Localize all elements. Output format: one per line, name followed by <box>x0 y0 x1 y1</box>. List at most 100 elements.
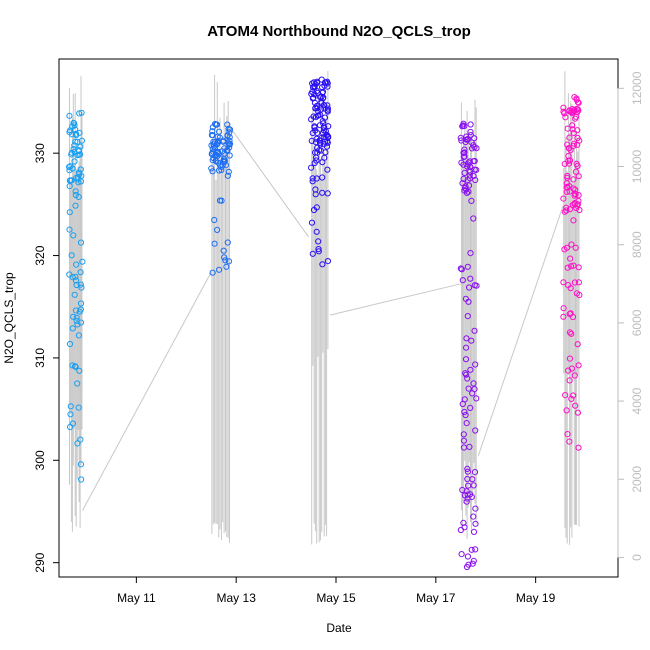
data-point <box>318 76 325 83</box>
data-point <box>73 317 80 324</box>
data-point <box>575 192 582 199</box>
data-point <box>73 261 80 268</box>
data-point <box>66 112 73 119</box>
data-point <box>308 137 315 144</box>
data-point <box>73 314 80 321</box>
data-point <box>71 122 78 129</box>
data-point <box>211 216 218 224</box>
data-point <box>563 207 570 214</box>
data-point <box>209 168 216 175</box>
data-point <box>563 244 571 251</box>
data-point <box>573 290 581 297</box>
data-point <box>67 177 74 184</box>
data-point <box>567 147 574 154</box>
data-point <box>467 366 474 373</box>
data-point <box>209 157 216 164</box>
data-point <box>470 173 477 180</box>
data-point <box>564 183 571 191</box>
data-point <box>574 99 582 106</box>
data-point <box>575 264 582 271</box>
data-point <box>77 143 84 150</box>
data-point <box>77 436 84 443</box>
data-point <box>66 129 73 136</box>
y-tick-label: 290 <box>33 552 47 572</box>
series-1 <box>66 109 86 483</box>
data-point <box>569 122 576 129</box>
data-point <box>311 83 318 90</box>
data-point <box>76 367 83 374</box>
data-point <box>313 157 320 164</box>
data-point <box>72 191 79 199</box>
data-point <box>66 209 73 216</box>
data-point <box>466 284 473 291</box>
data-point <box>472 427 479 434</box>
data-point <box>566 355 574 362</box>
data-point <box>471 144 478 151</box>
data-point <box>73 130 80 137</box>
data-point <box>568 263 575 270</box>
data-point <box>324 108 331 115</box>
data-point <box>319 88 327 95</box>
data-point <box>67 411 74 418</box>
data-point <box>472 176 479 184</box>
data-point <box>560 104 567 111</box>
data-point <box>572 190 579 198</box>
data-point <box>566 329 574 336</box>
data-point <box>78 172 85 180</box>
data-point <box>461 146 468 153</box>
altitude-transit-line <box>82 271 212 511</box>
data-point <box>563 204 570 211</box>
data-point <box>562 392 569 399</box>
data-point <box>571 94 578 101</box>
data-point <box>72 138 79 145</box>
data-point <box>71 158 78 165</box>
data-point <box>468 197 475 204</box>
data-point <box>76 129 83 136</box>
data-point <box>465 482 472 489</box>
data-point <box>570 185 577 192</box>
data-point <box>466 167 473 174</box>
data-point <box>469 476 476 483</box>
data-point <box>459 277 466 284</box>
data-point <box>69 165 76 172</box>
data-point <box>216 128 223 135</box>
data-point <box>310 113 317 120</box>
data-point <box>472 520 479 527</box>
data-point <box>460 519 467 527</box>
y-tick-label: 320 <box>33 245 47 265</box>
data-point <box>464 375 471 382</box>
data-point <box>79 258 86 265</box>
data-point <box>463 420 470 427</box>
data-point <box>324 258 331 265</box>
data-point <box>464 313 471 320</box>
data-point <box>224 121 231 128</box>
data-point <box>459 123 466 130</box>
data-point <box>574 341 581 348</box>
data-point <box>570 392 577 399</box>
data-point <box>460 175 467 182</box>
data-point <box>71 291 78 298</box>
data-point <box>575 279 583 286</box>
data-point <box>77 461 85 468</box>
data-point <box>208 165 215 172</box>
data-point <box>471 327 478 334</box>
data-point <box>567 255 574 262</box>
data-point <box>570 176 577 183</box>
data-point <box>470 215 477 222</box>
data-point <box>215 137 222 144</box>
data-point <box>570 262 577 269</box>
data-point <box>572 115 579 122</box>
data-point <box>458 266 465 273</box>
data-point <box>465 561 472 568</box>
data-point <box>218 197 225 204</box>
data-point <box>312 139 320 146</box>
y2-tick-label: 8000 <box>630 231 644 258</box>
data-point <box>567 285 574 292</box>
data-point <box>463 498 470 505</box>
data-point <box>77 281 84 288</box>
data-point <box>564 141 571 148</box>
data-point <box>315 248 322 255</box>
data-point <box>70 232 77 239</box>
data-point <box>560 195 567 202</box>
data-point <box>321 154 328 161</box>
